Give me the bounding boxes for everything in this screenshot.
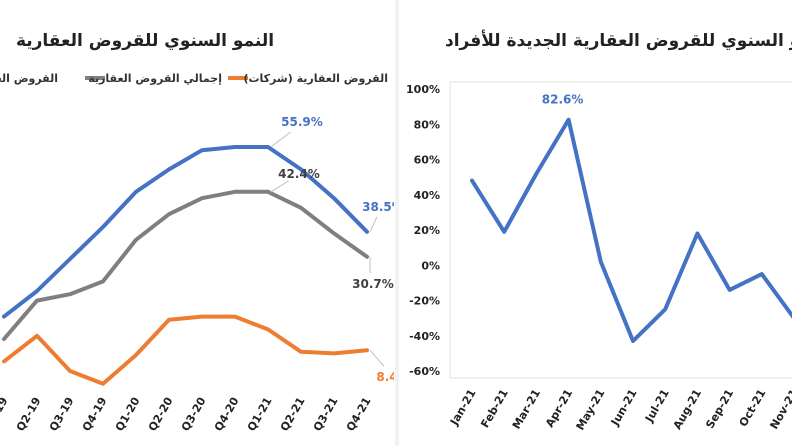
right-x-tick-label: Sep-21	[703, 387, 736, 431]
legend-label-2: القروض العقارية (شركات)	[243, 72, 388, 85]
right-y-tick-label: 0%	[421, 259, 440, 272]
right-x-tick-label: Mar-21	[510, 387, 543, 431]
right-x-tick-label: Aug-21	[671, 387, 704, 432]
left-data-label: 38.5%	[362, 200, 394, 214]
right-y-tick-label: -20%	[409, 295, 440, 308]
left-x-tick-label: Q3-21	[311, 395, 341, 433]
right-y-tick-label: -60%	[409, 365, 440, 378]
right-x-tick-label: Jun-21	[608, 387, 640, 429]
right-data-label: 82.6%	[542, 93, 584, 107]
left-x-tick-label: Q2-20	[146, 395, 176, 434]
right-y-tick-label: 60%	[414, 154, 440, 167]
right-x-tick-label: Apr-21	[543, 387, 575, 430]
left-x-tick-label: Q3-20	[179, 395, 209, 434]
left-x-tick-label: Q1-21	[245, 395, 275, 433]
right-series-line	[470, 117, 792, 343]
right-chart-panel: النمو السنوي للقروض العقارية الجديدة للأ…	[400, 0, 792, 446]
left-chart-title: النمو السنوي للقروض العقارية	[16, 31, 274, 51]
left-data-label: 30.7%	[352, 277, 394, 291]
left-x-tick-label: Q1-19	[0, 395, 11, 433]
right-x-tick-label: Nov-21	[767, 387, 792, 431]
left-chart-panel: النمو السنوي للقروض العقارية القروض العق…	[0, 0, 394, 446]
left-data-label-leader	[270, 131, 291, 148]
right-x-tick-label: Oct-21	[737, 387, 769, 429]
left-series-line-1	[2, 189, 369, 341]
right-y-axis-ticks: 100% 80% 60% 40% 20% 0% -20% -40% -60%	[406, 83, 440, 378]
left-data-label-leader	[369, 216, 378, 233]
legend-label-1: إجمالي القروض العقارية	[88, 72, 222, 85]
right-x-tick-label: May-21	[574, 387, 608, 433]
right-x-tick-label: Feb-21	[478, 387, 510, 430]
left-x-tick-label: Q3-19	[47, 395, 77, 433]
right-plot-area	[449, 81, 792, 379]
left-x-tick-label: Q4-21	[344, 395, 374, 433]
right-y-tick-label: 20%	[414, 224, 440, 237]
left-x-tick-label: Q4-19	[80, 395, 110, 433]
left-data-label-leader	[369, 349, 385, 367]
right-y-tick-label: 40%	[414, 189, 440, 202]
right-chart: النمو السنوي للقروض العقارية الجديدة للأ…	[406, 30, 792, 433]
left-x-tick-label: Q1-20	[113, 395, 143, 434]
left-chart: النمو السنوي للقروض العقارية القروض العق…	[0, 31, 394, 434]
right-y-tick-label: 80%	[414, 118, 440, 131]
left-series-line-2	[2, 314, 369, 386]
right-y-tick-label: 100%	[406, 83, 440, 96]
left-data-label: 8.4%	[376, 370, 394, 384]
left-legend: القروض العقارية (شركات) إجمالي القروض الع…	[0, 71, 388, 85]
right-chart-title: النمو السنوي للقروض العقارية الجديدة للأ…	[445, 30, 792, 51]
left-x-tick-label: Q4-20	[212, 395, 242, 434]
legend-label-0: القروض العقارية (أفراد)	[0, 71, 58, 85]
left-data-label-leader	[270, 180, 289, 193]
right-x-tick-label: Jan-21	[447, 387, 478, 428]
left-x-tick-label: Q2-19	[14, 395, 44, 433]
right-x-tick-label: Jul-21	[642, 387, 672, 425]
left-data-labels: 38.5% 55.9% 42.4% 30.7% 8.4%	[270, 115, 394, 384]
right-data-labels: 82.6%	[542, 93, 584, 107]
left-x-axis-ticks: Q1-19 Q2-19 Q3-19 Q4-19 Q1-20 Q2-20 Q3-20 Q4-20…	[0, 395, 374, 434]
left-data-label: 42.4%	[278, 167, 320, 181]
left-series-lines	[2, 145, 369, 386]
right-series-lines	[470, 117, 792, 343]
left-series-line-0	[2, 145, 369, 319]
panel-divider	[395, 0, 399, 446]
left-data-label: 55.9%	[281, 115, 323, 129]
left-x-tick-label: Q2-21	[278, 395, 308, 433]
right-y-tick-label: -40%	[409, 330, 440, 343]
